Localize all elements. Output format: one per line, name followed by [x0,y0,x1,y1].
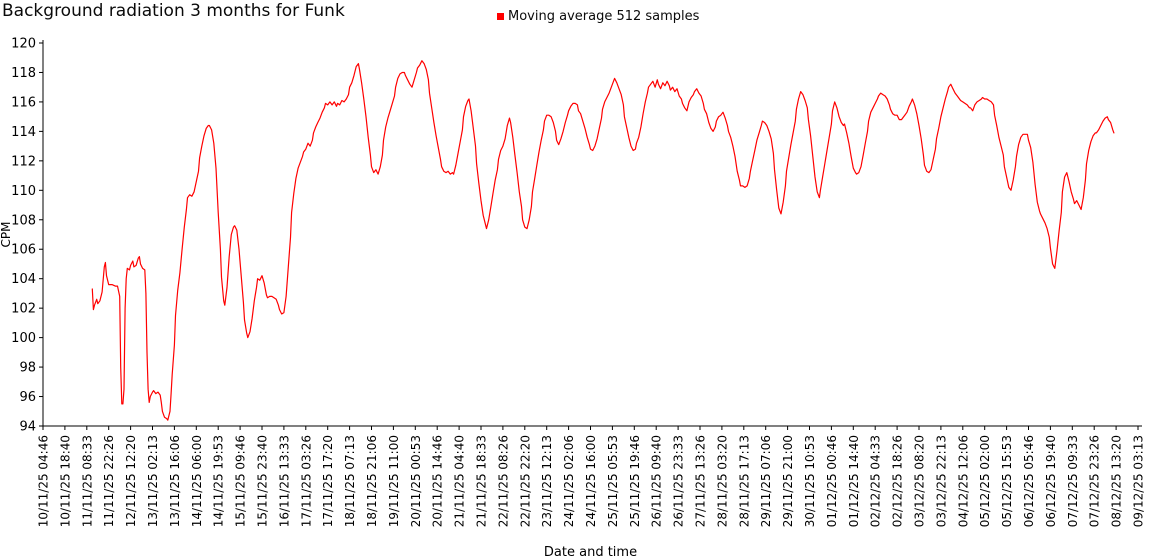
x-tick-label: 21/11/25 04:40 [453,435,467,527]
x-tick-label: 15/11/25 09:46 [234,435,248,527]
x-tick-label: 06/12/25 19:40 [1044,435,1058,527]
x-tick-label: 25/11/25 19:46 [628,435,642,527]
x-tick-label: 21/11/25 18:33 [475,435,489,527]
series-line [91,60,1115,421]
x-tick-label: 01/12/25 14:40 [847,435,861,527]
y-tick-label: 112 [11,154,36,169]
x-tick-label: 03/12/25 08:20 [913,435,927,527]
y-axis-title: CPM [0,222,13,248]
x-tick-label: 16/11/25 13:33 [277,435,291,527]
x-tick-label: 07/12/25 09:33 [1066,435,1080,527]
x-tick-label: 27/11/25 13:26 [694,435,708,527]
x-tick-label: 14/11/25 19:53 [212,435,226,527]
x-tick-label: 02/12/25 04:33 [869,435,883,527]
x-tick-label: 24/11/25 16:00 [584,435,598,527]
y-tick-label: 100 [11,331,36,346]
x-tick-label: 20/11/25 00:53 [409,435,423,527]
x-tick-label: 20/11/25 14:46 [431,435,445,527]
y-tick-label: 114 [11,125,36,140]
x-tick-label: 29/11/25 07:06 [759,435,773,527]
x-tick-label: 29/11/25 21:00 [781,435,795,527]
x-tick-label: 01/12/25 00:46 [825,435,839,527]
x-tick-label: 09/12/25 03:13 [1132,435,1146,527]
x-tick-label: 25/11/25 05:53 [606,435,620,527]
y-tick-label: 116 [11,95,36,110]
y-tick-label: 108 [11,213,36,228]
x-tick-label: 05/12/25 15:53 [1000,435,1014,527]
x-tick-label: 05/12/25 02:00 [978,435,992,527]
x-tick-label: 17/11/25 03:26 [299,435,313,527]
x-tick-label: 22/11/25 08:26 [496,435,510,527]
y-tick-label: 120 [11,37,36,52]
x-tick-label: 23/11/25 12:13 [540,435,554,527]
y-tick-label: 98 [19,361,36,376]
y-tick-label: 96 [19,390,36,405]
y-tick-label: 102 [11,302,36,317]
x-axis-title: Date and time [544,545,637,560]
x-tick-label: 18/11/25 07:13 [343,435,357,527]
x-tick-label: 06/12/25 05:46 [1022,435,1036,527]
x-tick-label: 12/11/25 12:20 [124,435,138,527]
x-tick-label: 13/11/25 16:06 [168,435,182,527]
x-tick-label: 30/11/25 10:53 [803,435,817,527]
x-tick-label: 14/11/25 06:00 [190,435,204,527]
x-tick-label: 15/11/25 23:40 [256,435,270,527]
x-tick-label: 04/12/25 12:06 [956,435,970,527]
x-tick-label: 07/12/25 23:26 [1088,435,1102,527]
y-tick-label: 118 [11,66,36,81]
legend-label: Moving average 512 samples [508,9,700,24]
x-tick-label: 17/11/25 17:20 [321,435,335,527]
x-tick-label: 22/11/25 22:20 [518,435,532,527]
legend: Moving average 512 samples [497,9,699,24]
y-tick-label: 94 [19,420,36,435]
x-tick-label: 26/11/25 09:40 [650,435,664,527]
x-tick-label: 13/11/25 02:13 [146,435,160,527]
x-tick-label: 03/12/25 22:13 [934,435,948,527]
x-tick-label: 11/11/25 08:33 [80,435,94,527]
y-tick-label: 110 [11,184,36,199]
x-tick-label: 18/11/25 21:06 [365,435,379,527]
x-tick-label: 02/12/25 18:26 [891,435,905,527]
x-tick-label: 11/11/25 22:26 [102,435,116,527]
x-tick-label: 10/11/25 04:46 [37,435,51,527]
y-tick-label: 104 [11,272,36,287]
x-tick-label: 10/11/25 18:40 [58,435,72,527]
x-tick-label: 19/11/25 11:00 [387,435,401,527]
x-tick-label: 28/11/25 03:20 [715,435,729,527]
x-tick-label: 26/11/25 23:33 [672,435,686,527]
legend-marker-icon [497,13,504,20]
chart-title: Background radiation 3 months for Funk [2,1,345,21]
x-tick-label: 08/12/25 13:20 [1110,435,1124,527]
y-tick-label: 106 [11,243,36,258]
x-tick-label: 28/11/25 17:13 [737,435,751,527]
x-tick-label: 24/11/25 02:06 [562,435,576,527]
